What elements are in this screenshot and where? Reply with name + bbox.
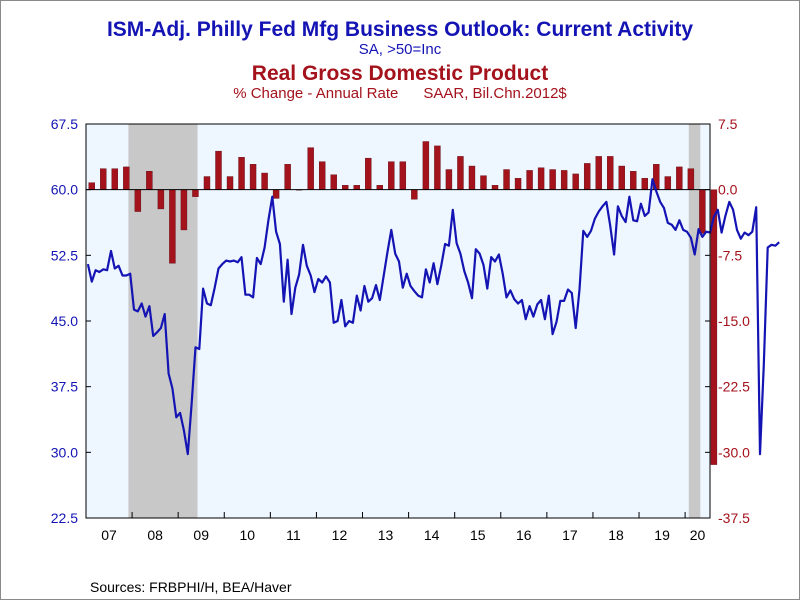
gdp-bar-32 — [445, 169, 453, 190]
gdp-bar-22 — [330, 174, 337, 190]
x-tick-label-13: 13 — [378, 527, 394, 543]
x-tick-label-17: 17 — [562, 527, 578, 543]
gdp-bar-23 — [342, 185, 349, 190]
left-tick-label-5: 37.5 — [51, 379, 78, 395]
gdp-bar-47 — [618, 165, 625, 190]
gdp-bar-33 — [457, 156, 464, 190]
gdp-bar-40 — [537, 167, 545, 190]
source-note: Sources: FRBPHI/H, BEA/Haver — [90, 579, 292, 595]
gdp-bar-16 — [261, 172, 268, 190]
gdp-bar-29 — [411, 189, 418, 200]
gdp-bar-43 — [572, 173, 579, 190]
right-tick-label-3: -7.5 — [718, 247, 742, 263]
left-tick-label-7: 22.5 — [51, 510, 78, 526]
chart-title: ISM-Adj. Philly Fed Mfg Business Outlook… — [106, 18, 694, 41]
right-tick-label-6: -30.0 — [718, 444, 750, 460]
gdp-bar-28 — [399, 161, 407, 190]
gdp-bar-34 — [468, 165, 476, 190]
ism-line — [86, 178, 780, 456]
gdp-bar-20 — [307, 147, 314, 190]
gdp-bar-45 — [595, 156, 602, 190]
x-tick-label-11: 11 — [286, 527, 301, 543]
right-tick-label-5: -22.5 — [718, 379, 750, 395]
gdp-bar-48 — [630, 171, 637, 190]
gdp-bar-35 — [480, 175, 487, 190]
right-tick-label-2: 0.0 — [718, 182, 738, 198]
gdp-bar-54 — [699, 189, 706, 234]
gdp-bar-42 — [560, 170, 568, 190]
gdp-bar-4 — [123, 166, 130, 190]
gdp-bar-39 — [526, 170, 533, 190]
gdp-bar-24 — [353, 185, 360, 190]
gdp-bar-18 — [284, 164, 291, 190]
right-tick-label-4: -15.0 — [718, 313, 750, 329]
x-tick-label-08: 08 — [147, 527, 163, 543]
x-tick-label-09: 09 — [193, 527, 209, 543]
right-tick-label-1: 7.5 — [718, 116, 738, 132]
x-tick-label-20: 20 — [690, 527, 706, 543]
gdp-bar-5 — [134, 189, 142, 212]
gdp-bar-26 — [376, 185, 383, 190]
x-tick-label-07: 07 — [101, 527, 117, 543]
gdp-bar-15 — [249, 164, 257, 190]
left-tick-label-6: 30.0 — [51, 444, 78, 460]
gdp-bar-12 — [215, 150, 222, 190]
chart-subtitle-2: % Change - Annual Rate SAAR, Bil.Chn.201… — [0, 85, 800, 102]
gdp-bar-37 — [503, 169, 510, 190]
gdp-bar-27 — [388, 161, 395, 190]
gdp-bar-9 — [180, 189, 188, 231]
gdp-bar-44 — [583, 163, 591, 190]
gdp-bar-51 — [664, 176, 672, 190]
gdp-bar-30 — [422, 141, 430, 190]
gdp-bar-13 — [226, 176, 234, 190]
gdp-bar-11 — [203, 176, 211, 190]
gdp-bar-7 — [157, 189, 165, 210]
left-tick-label-2: 60.0 — [51, 182, 78, 198]
gdp-bar-52 — [676, 166, 683, 190]
subtitle-2-units: SAAR, Bil.Chn.2012$ — [423, 85, 567, 102]
x-tick-label-14: 14 — [424, 527, 440, 543]
gdp-bar-1 — [88, 182, 95, 190]
chart-subtitle: SA, >50=Inc — [358, 41, 442, 58]
gdp-bar-31 — [434, 145, 441, 190]
gdp-bar-21 — [318, 161, 326, 190]
gdp-bar-49 — [641, 178, 648, 190]
x-tick-label-16: 16 — [516, 527, 532, 543]
recession-band-2 — [688, 124, 701, 518]
x-tick-label-15: 15 — [470, 527, 486, 543]
gdp-bar-36 — [491, 185, 499, 190]
left-tick-label-4: 45.0 — [51, 313, 78, 329]
gdp-bar-41 — [549, 169, 556, 190]
gdp-bar-14 — [238, 157, 245, 190]
x-tick-label-18: 18 — [608, 527, 624, 543]
gdp-bar-17 — [272, 189, 280, 199]
gdp-bar-6 — [146, 171, 153, 190]
left-tick-label-1: 67.5 — [51, 116, 78, 132]
gdp-bar-53 — [687, 168, 695, 190]
gdp-bar-2 — [100, 168, 107, 190]
gdp-bar-3 — [111, 168, 118, 190]
subtitle-2-text: % Change - Annual Rate — [233, 85, 399, 102]
gdp-bar-8 — [169, 189, 176, 264]
x-tick-label-19: 19 — [654, 527, 670, 543]
gdp-bar-10 — [192, 189, 199, 197]
gdp-bar-38 — [514, 178, 522, 190]
gdp-bar-46 — [607, 156, 614, 190]
gdp-bar-25 — [365, 157, 372, 190]
x-tick-label-10: 10 — [240, 527, 256, 543]
x-tick-label-12: 12 — [332, 527, 348, 543]
chart-title-2: Real Gross Domestic Product — [251, 62, 549, 85]
right-tick-label-7: -37.5 — [718, 510, 750, 526]
gdp-bar-55 — [710, 189, 718, 465]
left-tick-label-3: 52.5 — [51, 247, 78, 263]
